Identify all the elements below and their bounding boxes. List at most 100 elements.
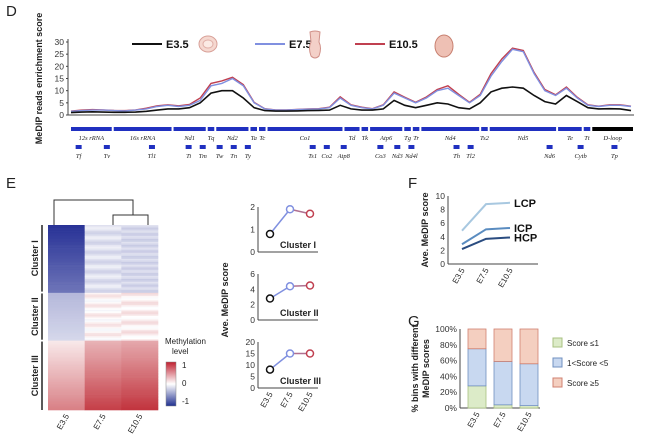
e-heatmap-cell (121, 241, 159, 244)
d-gene-bar (592, 127, 633, 131)
g-bar-segment (519, 328, 539, 365)
e-lines-point (265, 294, 275, 303)
e-heatmap-cell (121, 325, 159, 328)
g-y-tick: 40% (440, 371, 457, 381)
e-heatmap-cell (48, 248, 85, 250)
g-bar-segment (467, 385, 487, 409)
e-heatmap-cell (48, 235, 85, 238)
e-heatmap-cell (84, 268, 122, 271)
f-series-label: ICP (514, 223, 532, 235)
embryo-e35-inner-icon (202, 39, 214, 49)
e-heatmap-cell (121, 368, 159, 371)
d-gene-label-top: Ta (251, 135, 257, 142)
e-heatmap-cell (121, 289, 159, 292)
e-lines-panel-title: Cluster II (280, 308, 319, 318)
e-heatmap-cell (48, 354, 85, 357)
e-heatmap-cell (84, 396, 122, 398)
f-series-line-ICP (461, 226, 511, 246)
g-y-tick: 100% (435, 324, 457, 334)
e-heatmap-cell (48, 245, 85, 247)
d-gene-label-bottom: Ti (186, 153, 191, 160)
e-heatmap-cell (84, 376, 122, 378)
e-heatmap-cell (84, 272, 122, 275)
d-gene-label-bottom: Tf (76, 153, 83, 160)
d-gene-label-top: Te (567, 135, 573, 142)
e-legend-tick: 0 (182, 379, 187, 388)
d-gene-label-bottom: Atp8 (337, 153, 351, 160)
e-heatmap-cell (84, 365, 122, 368)
e-heatmap-cell (121, 229, 159, 232)
e-heatmap-cell (121, 393, 159, 395)
e-heatmap-cell (84, 260, 122, 263)
e-lines-x-tick: E10.5 (296, 390, 315, 413)
e-heatmap-cell (121, 332, 159, 335)
d-gene-bar (481, 127, 488, 131)
e-heatmap-cell (48, 315, 85, 318)
e-heatmap-cell (84, 359, 122, 361)
e-heatmap-cell (48, 391, 85, 394)
e-heatmap-cell (121, 388, 159, 391)
e-heatmap-cell (121, 277, 159, 280)
e-heatmap-cell (84, 379, 122, 382)
e-heatmap-cell (84, 322, 122, 324)
e-heatmap-cell (48, 294, 85, 297)
e-heatmap-cell (48, 229, 85, 232)
e-lines-y-tick: 4 (250, 284, 255, 294)
d-gene-label-bottom: Tm (199, 153, 208, 160)
e-heatmap-cell (84, 345, 122, 348)
e-heatmap-cell (48, 405, 85, 408)
e-heatmap-cell (84, 314, 122, 317)
e-heatmap-cell (48, 360, 85, 363)
e-heatmap-cell (121, 319, 159, 321)
e-heatmap-cell (84, 402, 122, 405)
e-dendrogram (53, 199, 134, 225)
e-heatmap-cell (84, 277, 122, 280)
e-heatmap-cell (48, 269, 85, 272)
e-heatmap-cell (48, 252, 85, 255)
e-heatmap-cell (48, 365, 85, 368)
e-heatmap-cell (48, 406, 85, 409)
d-gene-label-top: Td (349, 135, 357, 142)
e-heatmap-cell (84, 246, 122, 249)
d-gene-bar (75, 145, 82, 149)
e-heatmap-cell (48, 379, 85, 382)
d-gene-bar (583, 127, 591, 131)
e-heatmap-cell (121, 311, 159, 314)
e-heatmap-cell (48, 323, 85, 326)
e-heatmap-cell (48, 249, 85, 252)
f-y-tick: 6 (440, 218, 445, 228)
e-heatmap-cell (121, 274, 159, 277)
e-heatmap-cell (48, 329, 85, 332)
e-heatmap-cell (121, 254, 159, 257)
d-gene-bar (244, 145, 251, 149)
d-gene-bar (344, 127, 360, 131)
e-heatmap-cell (48, 331, 85, 334)
e-heatmap-cell (48, 325, 85, 328)
e-heatmap-cell (84, 229, 122, 232)
f-y-tick: 4 (440, 232, 445, 242)
d-gene-bar (404, 127, 411, 131)
e-heatmap-cell (48, 286, 85, 289)
d-gene-bar (361, 127, 369, 131)
f-series-line-HCP (461, 236, 511, 250)
e-heatmap-cell (121, 271, 159, 274)
e-heatmap-cell (48, 258, 85, 261)
e-heatmap-cell (84, 292, 122, 295)
e-heatmap-cell (121, 228, 159, 230)
e-lines-y-tick: 0 (250, 247, 255, 257)
e-lines-y-tick: 0 (250, 383, 255, 393)
e-heatmap-cell (84, 294, 122, 297)
d-gene-label-top: Tr (413, 135, 419, 142)
e-heatmap-cell (121, 251, 159, 254)
e-heatmap-cell (48, 386, 85, 389)
embryo-e75-icon (309, 30, 321, 59)
e-heatmap-cell (84, 368, 122, 371)
e-heatmap-cell (121, 379, 159, 382)
d-gene-label-bottom: Tn (230, 153, 237, 160)
g-legend-swatch (552, 377, 563, 388)
d-gene-label-bottom: Tp (611, 153, 619, 160)
e-heatmap-cell (84, 403, 122, 406)
e-heatmap-column-label: E10.5 (126, 412, 145, 435)
e-heatmap-cell (84, 388, 122, 391)
e-heatmap-cell (121, 399, 159, 402)
